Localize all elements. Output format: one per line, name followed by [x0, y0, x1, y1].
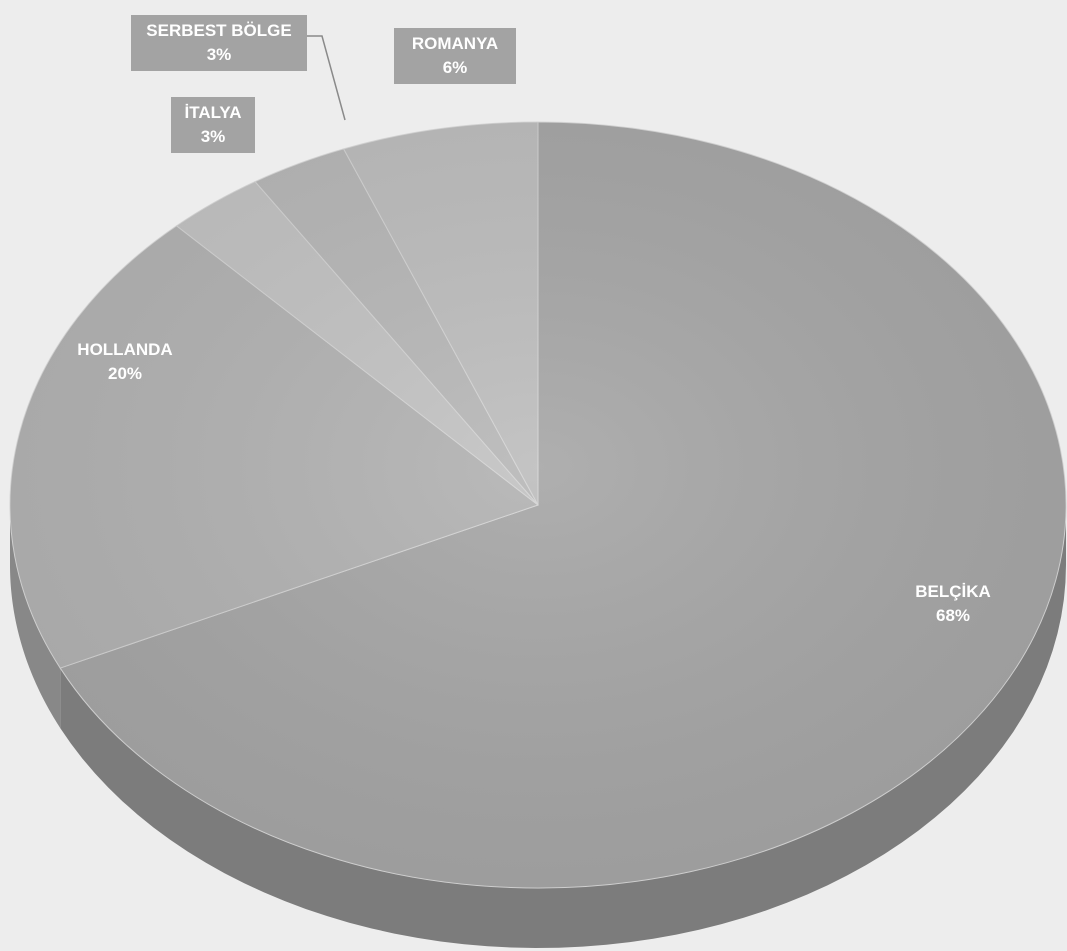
slice-value-hollanda: 20%	[108, 364, 142, 383]
pie-slices	[9, 121, 1067, 889]
slice-label-romanya: ROMANYA	[412, 34, 498, 53]
slice-value-belc-i-ka: 68%	[936, 606, 970, 625]
slice-label-serbest-bo-lge: SERBEST BÖLGE	[146, 21, 291, 40]
label-box-serbest-bo-lge	[131, 15, 307, 71]
slice-value-i-talya: 3%	[201, 127, 226, 146]
slice-value-serbest-bo-lge: 3%	[207, 45, 232, 64]
slice-label-belc-i-ka: BELÇİKA	[915, 582, 991, 601]
leader-line-serbest-bo-lge	[306, 35, 346, 121]
label-box-romanya	[394, 28, 516, 84]
slice-label-hollanda: HOLLANDA	[77, 340, 172, 359]
leader-lines	[306, 35, 346, 121]
slice-value-romanya: 6%	[443, 58, 468, 77]
slice-label-i-talya: İTALYA	[184, 103, 241, 122]
slice-labels: BELÇİKA 68% HOLLANDA 20% İTALYA 3% SERBEST BÖL…	[77, 15, 991, 625]
label-box-i-talya	[171, 97, 255, 153]
